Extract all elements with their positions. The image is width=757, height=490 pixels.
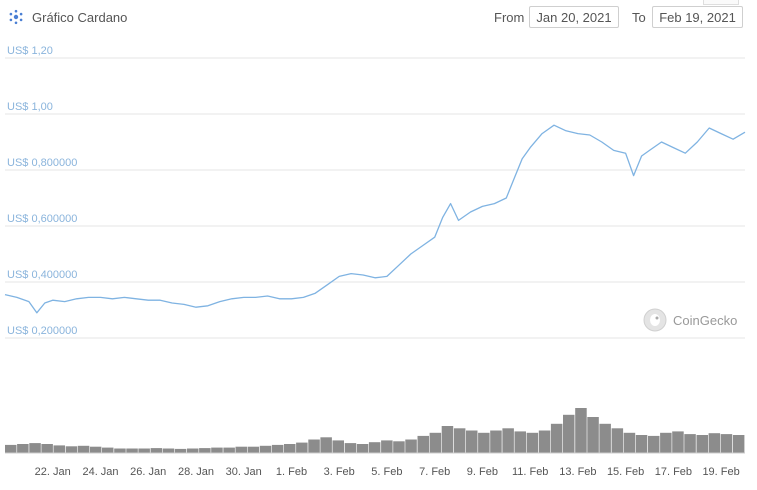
- volume-bar: [453, 428, 466, 454]
- volume-bar: [89, 446, 102, 453]
- volume-bar: [599, 423, 611, 454]
- volume-bar: [211, 447, 223, 453]
- volume-bar: [284, 444, 296, 453]
- from-date-input[interactable]: [529, 6, 619, 28]
- x-tick-label: 9. Feb: [467, 466, 498, 478]
- volume-bar: [635, 435, 648, 453]
- volume-bar: [393, 441, 405, 453]
- volume-bar: [17, 444, 29, 453]
- volume-bar: [417, 435, 429, 453]
- volume-bar: [138, 448, 150, 453]
- volume-bar: [684, 434, 696, 453]
- volume-bar: [344, 443, 357, 453]
- x-tick-label: 19. Feb: [702, 466, 739, 478]
- volume-bar: [53, 445, 65, 454]
- x-tick-label: 3. Feb: [324, 466, 355, 478]
- volume-bar: [223, 447, 235, 453]
- x-tick-label: 15. Feb: [607, 466, 644, 478]
- x-tick-label: 17. Feb: [655, 466, 692, 478]
- volume-bar: [187, 448, 199, 453]
- volume-bar: [648, 435, 660, 453]
- x-tick-label: 5. Feb: [371, 466, 402, 478]
- volume-bar: [502, 428, 514, 454]
- cardano-logo-icon: [9, 9, 23, 25]
- chart-options-tab[interactable]: [703, 0, 739, 5]
- volume-bar: [563, 414, 575, 454]
- y-tick-label: US$ 0,600000: [7, 213, 77, 225]
- to-label: To: [632, 10, 646, 25]
- y-tick-label: US$ 0,400000: [7, 269, 77, 281]
- from-label: From: [494, 10, 525, 25]
- volume-bar: [174, 448, 187, 453]
- to-date-input[interactable]: [652, 6, 743, 28]
- y-tick-label: US$ 0,800000: [7, 157, 77, 169]
- x-axis-labels: 22. Jan 24. Jan 26. Jan 28. Jan 30. Jan 1. Fe…: [35, 466, 740, 478]
- volume-bar: [672, 431, 684, 453]
- volume-bar: [381, 440, 393, 453]
- volume-bar: [150, 448, 163, 454]
- price-line: [4, 124, 746, 314]
- volume-bar: [611, 428, 624, 454]
- volume-bar: [308, 439, 320, 453]
- price-chart: US$ 1,20 US$ 1,00 US$ 0,800000 US$ 0,600000…: [4, 45, 746, 478]
- y-tick-label: US$ 1,20: [7, 45, 53, 57]
- x-tick-label: 30. Jan: [226, 466, 262, 478]
- chart-header: Gráfico Cardano From To: [0, 0, 757, 34]
- grid: [5, 57, 745, 339]
- coingecko-watermark: CoinGecko: [643, 308, 737, 332]
- volume-bar: [320, 437, 332, 453]
- x-tick-label: 22. Jan: [35, 466, 71, 478]
- volume-bar: [732, 435, 745, 453]
- volume-bar: [405, 439, 417, 453]
- volume-bar: [77, 445, 90, 453]
- volume-bar: [466, 430, 478, 453]
- volume-bar: [587, 417, 599, 453]
- volume-bar: [708, 433, 721, 453]
- volume-bar: [296, 442, 308, 453]
- y-axis-labels: US$ 1,20 US$ 1,00 US$ 0,800000 US$ 0,600000…: [7, 45, 77, 337]
- volume-bar: [514, 431, 526, 453]
- x-tick-label: 28. Jan: [178, 466, 214, 478]
- volume-bar: [162, 448, 175, 453]
- volume-bar: [490, 430, 502, 453]
- y-tick-label: US$ 1,00: [7, 101, 53, 113]
- x-tick-label: 24. Jan: [82, 466, 118, 478]
- volume-bar: [102, 447, 114, 453]
- volume-bar: [259, 445, 272, 453]
- x-tick-label: 1. Feb: [276, 466, 307, 478]
- volume-bar: [199, 448, 211, 454]
- volume-bar: [478, 432, 490, 454]
- x-tick-label: 26. Jan: [130, 466, 166, 478]
- watermark-text: CoinGecko: [673, 313, 737, 328]
- chart-title: Gráfico Cardano: [32, 10, 128, 25]
- volume-bars: [5, 408, 745, 454]
- volume-bar: [696, 435, 708, 453]
- volume-bar: [41, 444, 53, 453]
- volume-bar: [332, 440, 344, 453]
- volume-bar: [538, 430, 551, 453]
- volume-bar: [575, 408, 587, 453]
- volume-bar: [5, 444, 17, 453]
- volume-bar: [114, 448, 126, 453]
- volume-bar: [368, 442, 381, 453]
- x-tick-label: 11. Feb: [512, 466, 549, 478]
- volume-bar: [356, 444, 369, 453]
- volume-bar: [247, 446, 260, 453]
- volume-bar: [441, 426, 454, 453]
- volume-bar: [623, 432, 636, 454]
- volume-bar: [550, 423, 563, 454]
- volume-bar: [235, 446, 247, 453]
- x-tick-label: 7. Feb: [419, 466, 450, 478]
- volume-bar: [720, 434, 733, 453]
- volume-bar: [29, 443, 41, 453]
- volume-bar: [526, 432, 539, 454]
- volume-bar: [126, 448, 138, 453]
- volume-bar: [65, 446, 78, 454]
- volume-bar: [660, 432, 672, 454]
- volume-bar: [271, 444, 284, 453]
- y-tick-label: US$ 0,200000: [7, 325, 77, 337]
- volume-bar: [429, 432, 442, 454]
- x-tick-label: 13. Feb: [559, 466, 596, 478]
